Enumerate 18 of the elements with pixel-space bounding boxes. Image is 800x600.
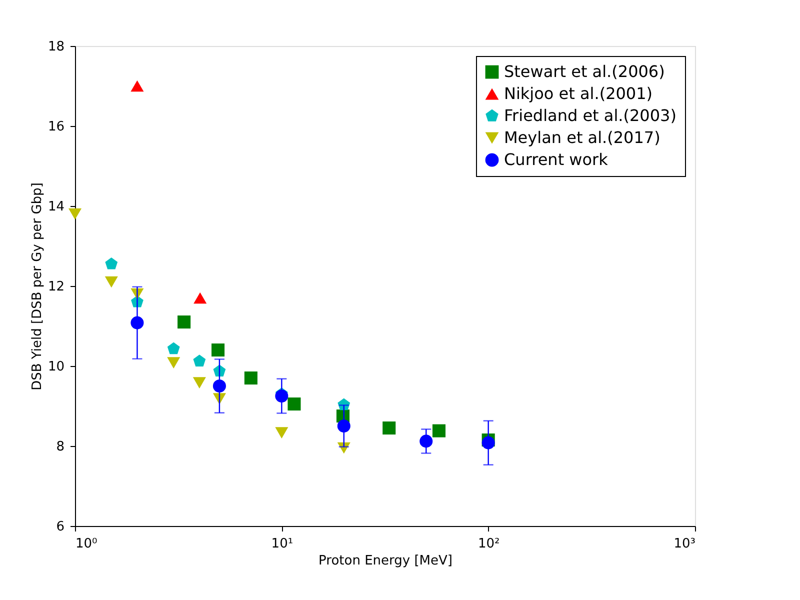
y-tick-label: 6	[56, 520, 64, 534]
x-tick-label: 10³	[674, 536, 696, 552]
y-tick-label: 16	[48, 120, 64, 134]
y-tick-label: 8	[56, 440, 64, 454]
y-tick-label: 14	[48, 200, 64, 214]
y-tick-label: 18	[48, 40, 64, 54]
x-tick-label: 10¹	[271, 536, 294, 552]
legend-label: Current work	[504, 150, 609, 169]
y-tick-label: 10	[48, 360, 64, 374]
legend-label: Meylan et al.(2017)	[504, 128, 660, 147]
legend-label: Friedland et al.(2003)	[504, 106, 676, 125]
y-axis-title: DSB Yield [DSB per Gy per Gbp]	[30, 182, 45, 390]
x-tick-label: 10²	[478, 536, 500, 552]
x-tick-label: 10⁰	[76, 536, 98, 552]
x-axis-title: Proton Energy [MeV]	[318, 554, 452, 568]
y-tick-label: 12	[48, 280, 64, 294]
legend-label: Stewart et al.(2006)	[504, 62, 665, 81]
legend-label: Nikjoo et al.(2001)	[504, 84, 653, 103]
